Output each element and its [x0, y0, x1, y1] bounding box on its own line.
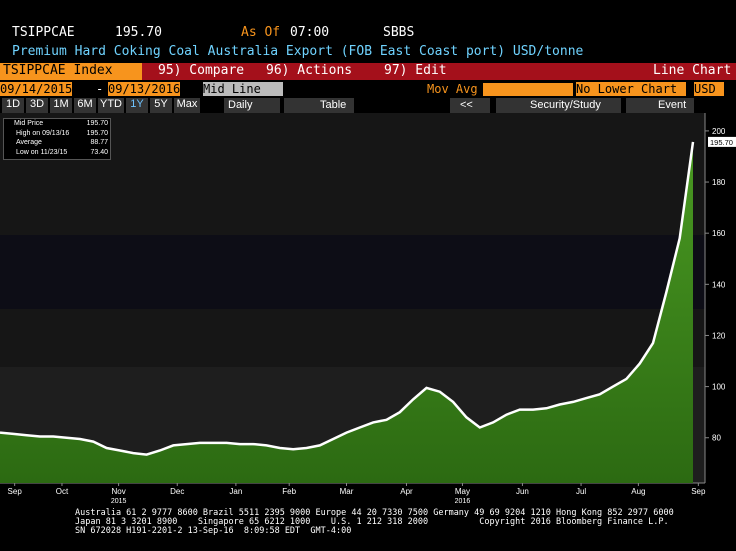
mov-avg[interactable]: Mov Avg — [427, 82, 478, 96]
price-tag: 195.70 — [710, 138, 733, 147]
price-tag-bg — [708, 136, 736, 147]
period-button[interactable]: Max — [174, 98, 200, 113]
x-tick-label: Mar — [340, 487, 354, 496]
as-of: As Of — [241, 25, 281, 40]
y-tick-label: 200 — [712, 127, 726, 136]
legend — [3, 118, 111, 160]
study-button[interactable]: Security/Study — [496, 98, 621, 113]
period-button[interactable]: 5Y — [150, 98, 172, 113]
period-button[interactable]: 3D — [26, 98, 48, 113]
x-tick-label: Nov — [111, 487, 125, 496]
date-sep: - — [96, 82, 104, 96]
y-tick-label: 160 — [712, 229, 726, 238]
period-button[interactable]: 1Y — [126, 98, 148, 113]
y-tick-label: 120 — [712, 331, 726, 340]
period-button[interactable]: YTD — [98, 98, 124, 113]
x-tick-label: Oct — [56, 487, 69, 496]
currency[interactable]: USD — [694, 82, 724, 96]
x-tick-label: Aug — [631, 487, 645, 496]
mov-avg-box[interactable] — [483, 83, 573, 96]
frequency[interactable]: Daily — [224, 98, 280, 113]
period-button[interactable]: 1M — [50, 98, 72, 113]
legend-value: 195.70 — [86, 129, 108, 137]
chart: 80 100 120 140 160 180 200 Sep Oct Nov Dec Jan Feb Ma… — [0, 113, 736, 505]
footer-line: Australia 61 2 9777 8600 Brazil 5511 239… — [75, 508, 674, 518]
x-tick-label: Dec — [170, 487, 184, 496]
y-tick-label: 100 — [712, 383, 726, 392]
y-tick-label: 180 — [712, 178, 726, 187]
legend-value: 73.40 — [90, 148, 108, 156]
footer-line: Japan 81 3 3201 8900 Singapore 65 6212 1… — [75, 517, 669, 527]
toolbar — [0, 63, 736, 80]
legend-label: Mid Price — [14, 120, 44, 127]
table-button[interactable]: Table — [284, 98, 354, 113]
legend-value: 88.77 — [90, 139, 108, 146]
time: 07:00 — [290, 25, 330, 40]
compare-menu[interactable]: 95) Compare — [158, 63, 245, 78]
back-button[interactable]: << — [450, 98, 490, 113]
x-tick-label: Jul — [576, 487, 586, 496]
y-tick-label: 140 — [712, 280, 726, 289]
edit-menu[interactable]: 97) Edit — [384, 63, 447, 78]
security-box[interactable]: TSIPPCAE Index — [0, 63, 142, 80]
x-tick-label: Apr — [400, 487, 413, 496]
legend-label: High on 09/13/16 — [16, 129, 70, 137]
x-tick-label: Jun — [516, 487, 529, 496]
line-select[interactable]: Mid Line — [203, 82, 283, 96]
legend-label: Average — [16, 139, 42, 146]
x-tick-label: May — [455, 487, 470, 496]
x-tick-label: Feb — [282, 487, 296, 496]
year-label: 2015 — [111, 498, 127, 505]
description: Premium Hard Coking Coal Australia Expor… — [12, 44, 584, 59]
end-date[interactable]: 09/13/2016 — [108, 82, 181, 96]
footer: Australia 61 2 9777 8600 Brazil 5511 239… — [75, 509, 674, 536]
line — [0, 141, 695, 456]
x-tick-label: Sep — [8, 487, 23, 496]
y-tick-label: 80 — [712, 434, 721, 443]
price: 195.70 — [115, 25, 162, 40]
actions-menu[interactable]: 96) Actions — [266, 63, 353, 78]
area — [0, 141, 694, 483]
x-tick-label: Jan — [229, 487, 242, 496]
x-tick-label: Sep — [691, 487, 706, 496]
footer-line: SN 672028 H191-2201-2 13-Sep-16 8:09:58 … — [75, 526, 352, 536]
period-button[interactable]: 1D — [2, 98, 24, 113]
plot-band — [0, 235, 705, 309]
legend-label: Low on 11/23/15 — [16, 148, 68, 156]
year-label: 2016 — [455, 498, 471, 505]
chart-type[interactable]: Line Chart — [653, 63, 732, 78]
period-button[interactable]: 6M — [74, 98, 96, 113]
lower-chart[interactable]: No Lower Chart — [576, 82, 686, 96]
source: SBBS — [383, 25, 415, 40]
legend-value: 195.70 — [86, 120, 108, 127]
start-date[interactable]: 09/14/2015 — [0, 82, 73, 96]
event-button[interactable]: Event — [626, 98, 694, 113]
ticker: TSIPPCAE — [12, 25, 75, 40]
